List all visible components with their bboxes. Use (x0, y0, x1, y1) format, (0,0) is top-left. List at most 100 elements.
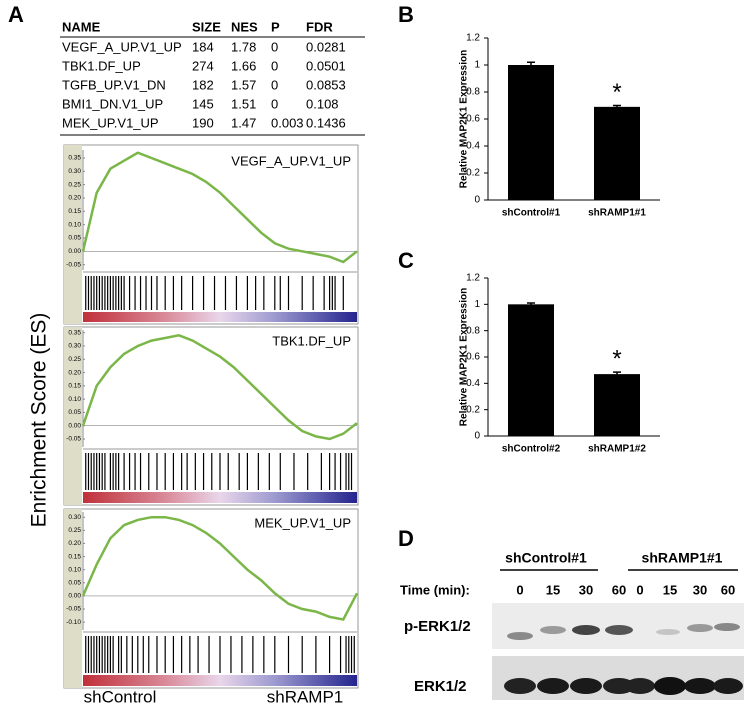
table-header: P (271, 19, 280, 34)
y-tick-label: 0.2 (466, 404, 480, 415)
y-tick-label: 0.30 (68, 168, 81, 175)
gsea-strip (64, 145, 82, 324)
error-bar (613, 104, 621, 109)
table-cell: 0.108 (306, 96, 339, 111)
y-tick-label: 0.4 (466, 141, 480, 152)
time-label: 15 (663, 582, 677, 597)
gsea-strip (64, 509, 82, 688)
y-tick-label: 0.10 (68, 221, 81, 228)
y-tick-label: 0.4 (466, 378, 480, 389)
table-cell: 0.0281 (306, 39, 346, 54)
table-cell: 190 (192, 115, 214, 130)
x-tick-label: shRAMP1#1 (588, 208, 646, 219)
y-tick-label: 0.15 (68, 553, 81, 560)
time-label: 0 (516, 582, 523, 597)
gene-set-label: VEGF_A_UP.V1_UP (231, 153, 351, 168)
gsea-strip (64, 327, 82, 505)
table-cell: 1.51 (231, 96, 256, 111)
y-tick-label: -0.05 (66, 606, 81, 613)
y-tick-label: 0.6 (466, 352, 480, 363)
table-cell: 182 (192, 77, 214, 92)
panel-label: B (398, 2, 414, 27)
y-tick-label: 0.25 (68, 181, 81, 188)
y-tick-label: 0.8 (466, 325, 480, 336)
y-tick-label: 0.00 (68, 422, 81, 429)
y-tick-label: 0 (474, 431, 480, 442)
y-tick-label: 0.20 (68, 195, 81, 202)
time-label: 30 (579, 582, 593, 597)
gene-set-label: MEK_UP.V1_UP (254, 515, 351, 530)
es-curve (81, 151, 358, 264)
y-tick-label: 0.15 (68, 208, 81, 215)
table-cell: 0 (271, 58, 278, 73)
y-tick-label: 0.00 (68, 593, 81, 600)
y-tick-label: -0.05 (66, 261, 81, 268)
es-curve (81, 515, 359, 621)
y-tick-label: 0.10 (68, 396, 81, 403)
gene-set-label: TBK1.DF_UP (272, 333, 351, 348)
table-cell: MEK_UP.V1_UP (62, 115, 159, 130)
y-tick-label: -0.10 (66, 619, 81, 626)
y-tick-label: 1 (474, 60, 480, 71)
x-tick-label: shControl#1 (502, 208, 561, 219)
es-curve (81, 334, 358, 441)
error-bar (613, 371, 621, 377)
x-tick-label: shControl#2 (502, 444, 561, 455)
table-cell: 0.0501 (306, 58, 346, 73)
y-tick-label: 0.05 (68, 235, 81, 242)
table-cell: VEGF_A_UP.V1_UP (62, 39, 182, 54)
table-cell: 1.47 (231, 115, 256, 130)
y-axis-label: Enrichment Score (ES) (28, 313, 51, 528)
rank-gradient (83, 675, 357, 686)
time-label: Time (min): (400, 582, 470, 597)
bar (594, 374, 640, 436)
y-tick-label: 1.2 (466, 273, 480, 284)
error-bar (527, 61, 535, 68)
group-label: shControl#1 (505, 550, 587, 566)
y-tick-label: 0.15 (68, 383, 81, 390)
y-tick-label: 0.05 (68, 409, 81, 416)
rank-gradient (83, 492, 357, 503)
table-header: NAME (62, 19, 101, 34)
time-label: 60 (721, 582, 735, 597)
y-tick-label: 0.6 (466, 114, 480, 125)
time-label: 0 (636, 582, 643, 597)
x-tick-label: shRAMP1#2 (588, 444, 646, 455)
time-label: 30 (693, 582, 707, 597)
table-cell: 0 (271, 77, 278, 92)
bar (594, 106, 640, 200)
group-label: shRAMP1#1 (642, 550, 723, 566)
blot-erk (492, 656, 744, 700)
table-cell: TBK1.DF_UP (62, 58, 141, 73)
y-tick-label: 0.2 (466, 168, 480, 179)
bar (508, 65, 554, 200)
panel-label: C (398, 248, 414, 273)
table-cell: 274 (192, 58, 214, 73)
annotation: * (612, 79, 621, 106)
table-cell: 0.0853 (306, 77, 346, 92)
annotation: * (612, 345, 621, 372)
y-tick-label: 0.35 (68, 155, 81, 162)
y-tick-label: 1.2 (466, 33, 480, 44)
table-header: NES (231, 19, 258, 34)
x-label: shRAMP1 (267, 687, 344, 706)
table-cell: 1.78 (231, 39, 256, 54)
error-bar (527, 302, 535, 306)
y-tick-label: 0 (474, 195, 480, 206)
y-tick-label: 0.05 (68, 580, 81, 587)
y-tick-label: 0.25 (68, 356, 81, 363)
y-tick-label: 0.30 (68, 514, 81, 521)
table-cell: 1.66 (231, 58, 256, 73)
y-tick-label: 0.30 (68, 343, 81, 350)
bar (508, 304, 554, 436)
table-cell: 0.003 (271, 115, 304, 130)
x-label: shControl (84, 687, 157, 706)
table-cell: 0.1436 (306, 115, 346, 130)
y-tick-label: 0.25 (68, 527, 81, 534)
table-header: SIZE (192, 19, 221, 34)
time-label: 60 (612, 582, 626, 597)
y-axis-label: Relative MAP2K1 Expression (459, 288, 470, 426)
gsea-frame (63, 326, 359, 506)
y-tick-label: 0.20 (68, 540, 81, 547)
